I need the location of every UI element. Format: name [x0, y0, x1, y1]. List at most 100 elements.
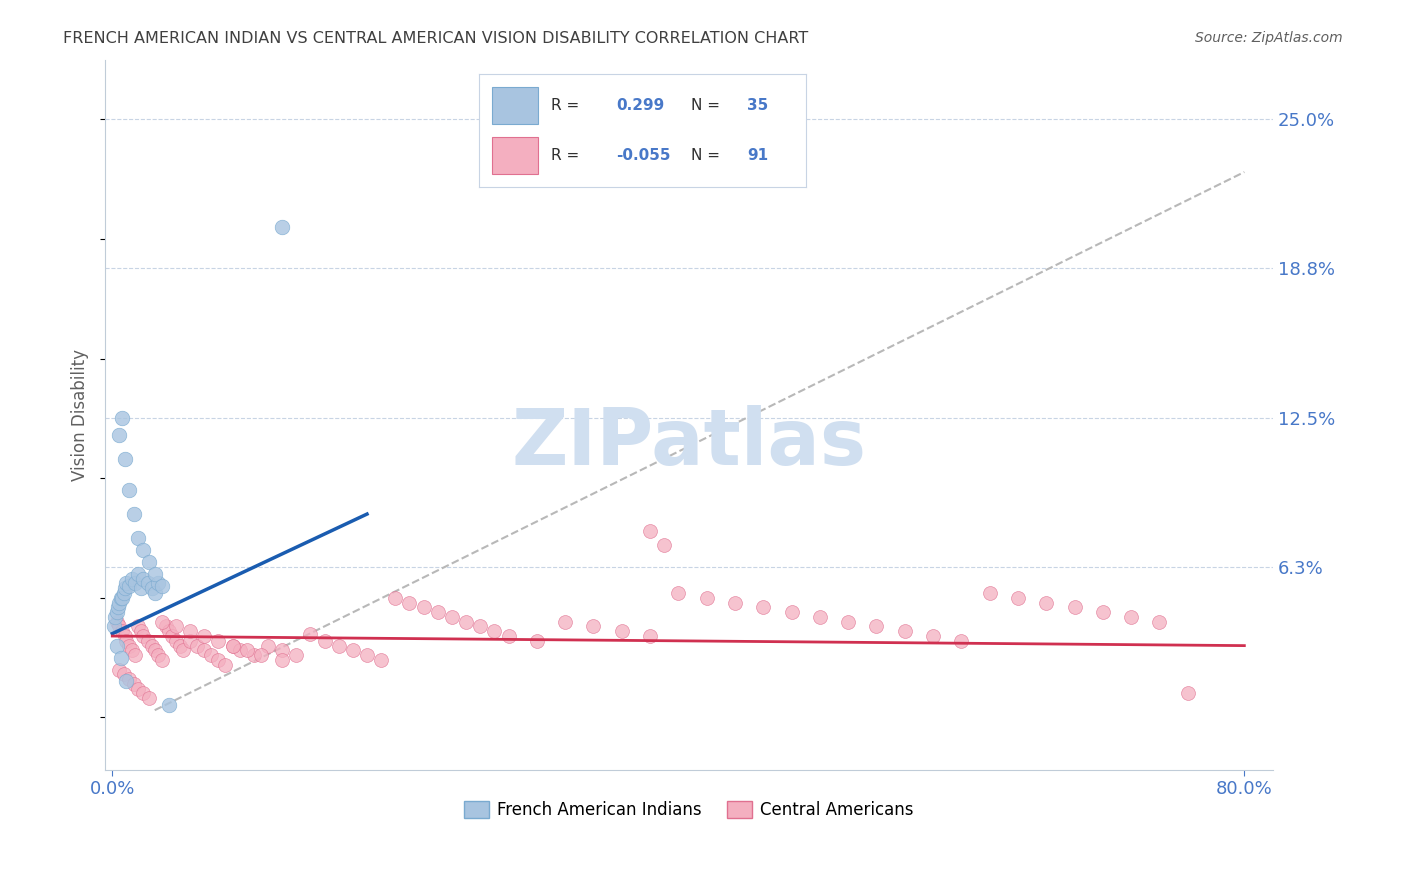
- Point: [724, 596, 747, 610]
- Point: [150, 579, 173, 593]
- Point: [250, 648, 273, 663]
- Point: [243, 648, 266, 663]
- Point: [138, 691, 160, 706]
- Point: [221, 639, 243, 653]
- Point: [498, 629, 520, 643]
- Point: [111, 591, 134, 605]
- Point: [136, 633, 159, 648]
- Point: [155, 619, 177, 633]
- Point: [118, 579, 141, 593]
- Point: [228, 643, 250, 657]
- Point: [150, 615, 173, 629]
- Point: [221, 639, 243, 653]
- Point: [1063, 600, 1085, 615]
- Point: [342, 643, 364, 657]
- Point: [103, 619, 125, 633]
- Point: [193, 643, 215, 657]
- Point: [108, 428, 131, 442]
- Point: [105, 615, 128, 629]
- Point: [112, 667, 135, 681]
- Point: [132, 686, 155, 700]
- Point: [235, 643, 257, 657]
- Point: [837, 615, 859, 629]
- Point: [127, 566, 149, 581]
- Point: [193, 629, 215, 643]
- Point: [112, 586, 135, 600]
- Y-axis label: Vision Disability: Vision Disability: [72, 349, 89, 481]
- Point: [124, 576, 146, 591]
- Point: [115, 576, 138, 591]
- Point: [132, 543, 155, 558]
- Text: Source: ZipAtlas.com: Source: ZipAtlas.com: [1195, 31, 1343, 45]
- Point: [105, 605, 128, 619]
- Point: [108, 596, 131, 610]
- Point: [893, 624, 915, 639]
- Point: [426, 605, 449, 619]
- Point: [484, 624, 506, 639]
- Point: [108, 619, 131, 633]
- Point: [138, 555, 160, 569]
- Point: [638, 629, 661, 643]
- Point: [127, 681, 149, 696]
- Point: [146, 576, 169, 591]
- Point: [1007, 591, 1029, 605]
- Point: [1091, 605, 1114, 619]
- Point: [1177, 686, 1199, 700]
- Point: [1035, 596, 1057, 610]
- Point: [285, 648, 308, 663]
- Point: [118, 672, 141, 686]
- Point: [356, 648, 378, 663]
- Point: [110, 591, 132, 605]
- Point: [582, 619, 605, 633]
- Point: [696, 591, 718, 605]
- Point: [114, 629, 136, 643]
- Point: [124, 648, 146, 663]
- Point: [979, 586, 1001, 600]
- Point: [165, 633, 187, 648]
- Point: [179, 624, 201, 639]
- Point: [271, 220, 294, 235]
- Point: [114, 581, 136, 595]
- Point: [121, 572, 143, 586]
- Point: [666, 586, 689, 600]
- Point: [114, 452, 136, 467]
- Text: ZIPatlas: ZIPatlas: [512, 405, 866, 481]
- Point: [440, 610, 463, 624]
- Point: [108, 663, 131, 677]
- Point: [150, 653, 173, 667]
- Point: [328, 639, 350, 653]
- Point: [470, 619, 492, 633]
- Point: [129, 581, 152, 595]
- Point: [526, 633, 548, 648]
- Point: [752, 600, 775, 615]
- Point: [129, 624, 152, 639]
- Point: [1149, 615, 1171, 629]
- Point: [179, 633, 201, 648]
- Point: [384, 591, 406, 605]
- Point: [638, 524, 661, 538]
- Point: [207, 653, 229, 667]
- Point: [121, 643, 143, 657]
- Point: [165, 619, 187, 633]
- Point: [132, 572, 155, 586]
- Point: [105, 639, 128, 653]
- Point: [136, 576, 159, 591]
- Point: [157, 698, 180, 713]
- Point: [127, 531, 149, 545]
- Point: [104, 610, 127, 624]
- Point: [107, 600, 129, 615]
- Point: [118, 639, 141, 653]
- Point: [157, 624, 180, 639]
- Point: [865, 619, 887, 633]
- Point: [146, 648, 169, 663]
- Point: [271, 643, 294, 657]
- Point: [169, 639, 191, 653]
- Point: [652, 538, 675, 552]
- Point: [200, 648, 222, 663]
- Point: [950, 633, 973, 648]
- Point: [132, 629, 155, 643]
- Point: [370, 653, 392, 667]
- Point: [271, 653, 294, 667]
- Point: [143, 566, 166, 581]
- Point: [111, 411, 134, 425]
